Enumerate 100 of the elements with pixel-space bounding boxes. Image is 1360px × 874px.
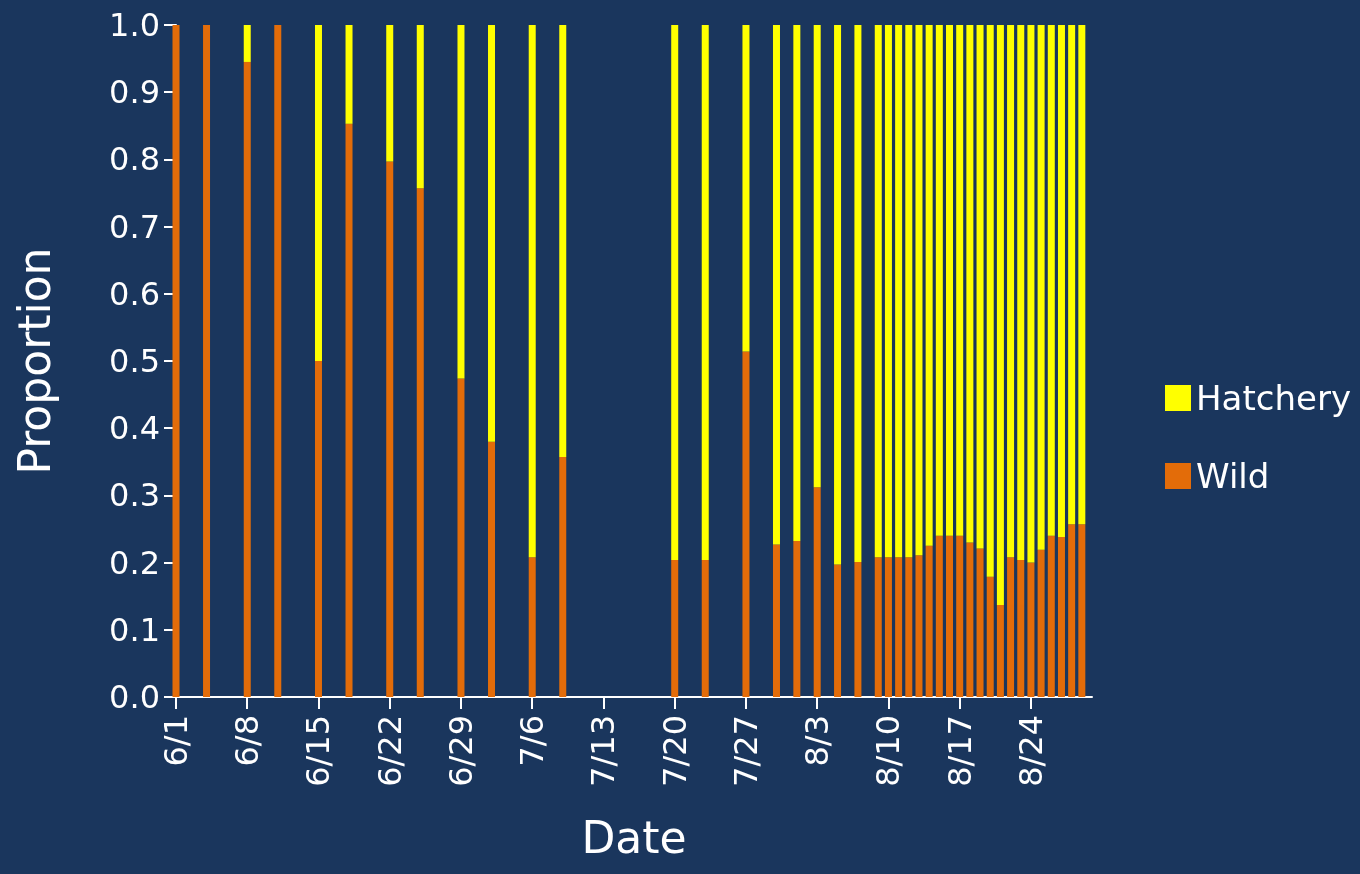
x-tick-label: 6/15 xyxy=(299,715,338,787)
bar xyxy=(274,25,282,697)
bar xyxy=(701,559,709,697)
bar xyxy=(1078,25,1086,525)
y-tick-label: 0.1 xyxy=(109,610,160,649)
bar xyxy=(386,25,394,162)
bar xyxy=(854,25,862,562)
bar xyxy=(813,487,821,697)
y-tick-label: 0.9 xyxy=(109,73,160,112)
bar xyxy=(1007,25,1015,558)
bar xyxy=(834,564,842,697)
bar xyxy=(935,25,943,536)
bar xyxy=(996,25,1004,605)
bar xyxy=(559,457,567,697)
x-tick-label: 6/8 xyxy=(228,715,267,767)
bar xyxy=(1027,25,1035,563)
bar xyxy=(946,535,954,697)
y-tick-label: 0.5 xyxy=(109,342,160,380)
x-tick-label: 8/17 xyxy=(940,715,979,787)
bar xyxy=(1047,535,1055,697)
bar xyxy=(956,535,964,697)
bar xyxy=(1017,25,1025,560)
y-tick-label: 0.2 xyxy=(109,543,160,582)
bar xyxy=(345,25,353,124)
bar xyxy=(956,25,964,536)
bar xyxy=(895,25,903,558)
x-tick-label: 8/3 xyxy=(798,715,837,767)
y-tick-label: 0.7 xyxy=(109,207,160,246)
y-tick-label: 0.8 xyxy=(109,140,160,179)
x-axis-title: Date xyxy=(581,811,687,863)
bar xyxy=(314,25,322,361)
bar xyxy=(915,25,923,556)
y-axis-title: Proportion xyxy=(8,247,60,475)
bar xyxy=(1037,25,1045,550)
bar xyxy=(976,548,984,697)
bar xyxy=(1068,25,1076,525)
bar xyxy=(813,25,821,488)
bar xyxy=(457,25,465,379)
y-tick-label: 0.6 xyxy=(109,274,160,313)
bar xyxy=(966,542,974,697)
x-tick-label: 8/24 xyxy=(1011,715,1050,787)
y-tick-label: 0.0 xyxy=(109,678,160,716)
bar xyxy=(528,557,536,697)
bar xyxy=(905,25,913,558)
bar xyxy=(905,557,913,697)
bar xyxy=(986,25,994,577)
bar xyxy=(488,441,496,697)
bar xyxy=(946,25,954,536)
bar xyxy=(416,25,424,189)
bar xyxy=(1057,25,1065,538)
x-tick-label: 7/6 xyxy=(513,715,552,767)
bar xyxy=(925,545,933,697)
legend-label: Hatchery xyxy=(1196,378,1352,418)
x-tick-label: 6/29 xyxy=(441,715,480,787)
bar xyxy=(528,25,536,558)
bar xyxy=(742,25,750,352)
y-tick-label: 0.3 xyxy=(109,476,160,515)
bar xyxy=(925,25,933,546)
bar xyxy=(386,161,394,697)
bar xyxy=(966,25,974,543)
bar xyxy=(834,25,842,565)
bar xyxy=(986,576,994,697)
bar xyxy=(874,25,882,558)
y-tick-label: 1.0 xyxy=(109,6,160,44)
bar xyxy=(243,25,251,62)
x-tick-label: 7/20 xyxy=(655,715,694,787)
x-tick-label: 6/1 xyxy=(157,715,195,767)
bar xyxy=(793,25,801,542)
bar xyxy=(793,541,801,697)
bar xyxy=(416,188,424,697)
x-tick-label: 6/22 xyxy=(370,715,409,787)
bar xyxy=(671,559,679,697)
bar xyxy=(874,557,882,697)
bar xyxy=(742,351,750,697)
bar xyxy=(203,25,211,697)
bar xyxy=(1047,25,1055,536)
bar xyxy=(884,557,892,697)
bar xyxy=(1078,524,1086,697)
bar xyxy=(1068,524,1076,697)
x-tick-label: 8/10 xyxy=(869,715,908,787)
bar xyxy=(1017,559,1025,697)
bar xyxy=(884,25,892,558)
bar xyxy=(976,25,984,549)
bar xyxy=(559,25,567,458)
y-tick-label: 0.4 xyxy=(109,409,160,448)
legend-label: Wild xyxy=(1196,456,1270,496)
bar xyxy=(1057,537,1065,697)
bar xyxy=(772,544,780,697)
bar xyxy=(915,555,923,697)
bar xyxy=(935,535,943,697)
bar xyxy=(345,123,353,697)
bar xyxy=(243,61,251,697)
bar xyxy=(1027,562,1035,697)
bar xyxy=(457,378,465,697)
bar xyxy=(996,604,1004,697)
bar xyxy=(314,361,322,697)
bar xyxy=(1007,557,1015,697)
bar xyxy=(854,561,862,697)
bar xyxy=(895,557,903,697)
bar xyxy=(772,25,780,545)
